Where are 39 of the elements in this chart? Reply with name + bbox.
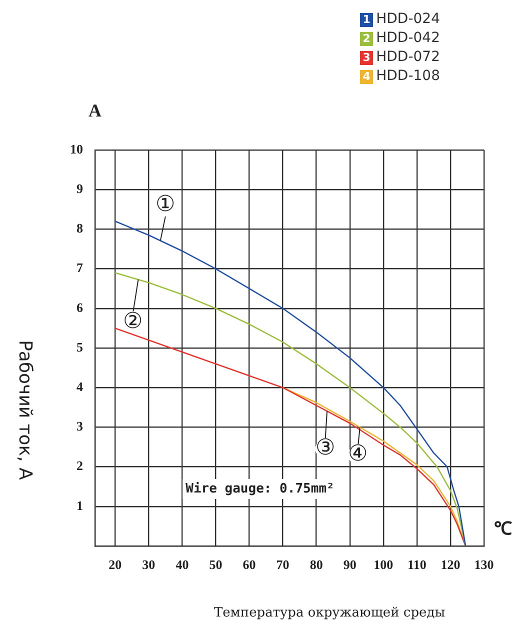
y-tick-label: 7 xyxy=(76,260,84,276)
x-tick-label: 100 xyxy=(374,557,394,572)
x-tick-label: 20 xyxy=(108,557,122,572)
x-tick-label: 40 xyxy=(176,557,189,572)
text: A xyxy=(88,100,102,121)
text: 3 xyxy=(360,50,374,64)
y-axis-title: Рабочий ток, А xyxy=(14,340,36,481)
x-tick-label: 70 xyxy=(276,557,290,572)
y-tick-label: 10 xyxy=(70,141,83,156)
y-tick-label: 3 xyxy=(76,418,84,434)
x-tick-label: 60 xyxy=(242,557,256,572)
text: 4 xyxy=(360,70,374,84)
y-tick-label: 6 xyxy=(76,300,84,315)
text: 1 xyxy=(360,12,374,26)
text: ℃ xyxy=(494,518,512,539)
annotation: ④ xyxy=(348,442,368,467)
y-tick-label: 9 xyxy=(76,180,84,196)
y-tick-label: 2 xyxy=(76,458,83,474)
y-tick-label: 5 xyxy=(76,339,84,354)
legend-label: HDD-108 xyxy=(376,67,440,86)
x-tick-label: 80 xyxy=(310,557,323,572)
x-tick-label: 90 xyxy=(343,557,356,572)
annotation: Wire gauge: 0.75mm² xyxy=(186,481,334,496)
y-tick-label: 1 xyxy=(76,498,83,513)
y-tick-label: 4 xyxy=(76,378,84,394)
x-axis-title: Температура окружающей среды xyxy=(214,605,446,620)
x-tick-label: 130 xyxy=(474,557,494,572)
legend-label: HDD-072 xyxy=(376,48,440,67)
annotation: ① xyxy=(155,192,176,218)
x-tick-label: 110 xyxy=(408,557,426,572)
x-tick-label: 50 xyxy=(209,557,222,572)
legend-label: HDD-024 xyxy=(376,10,440,29)
annotation: ② xyxy=(123,308,144,334)
annotation: ③ xyxy=(315,436,336,461)
x-tick-label: 30 xyxy=(142,557,156,572)
y-tick-label: 8 xyxy=(76,220,84,236)
x-tick-label: 120 xyxy=(440,557,460,572)
text: 2 xyxy=(360,32,374,46)
legend-label: HDD-042 xyxy=(376,29,440,48)
